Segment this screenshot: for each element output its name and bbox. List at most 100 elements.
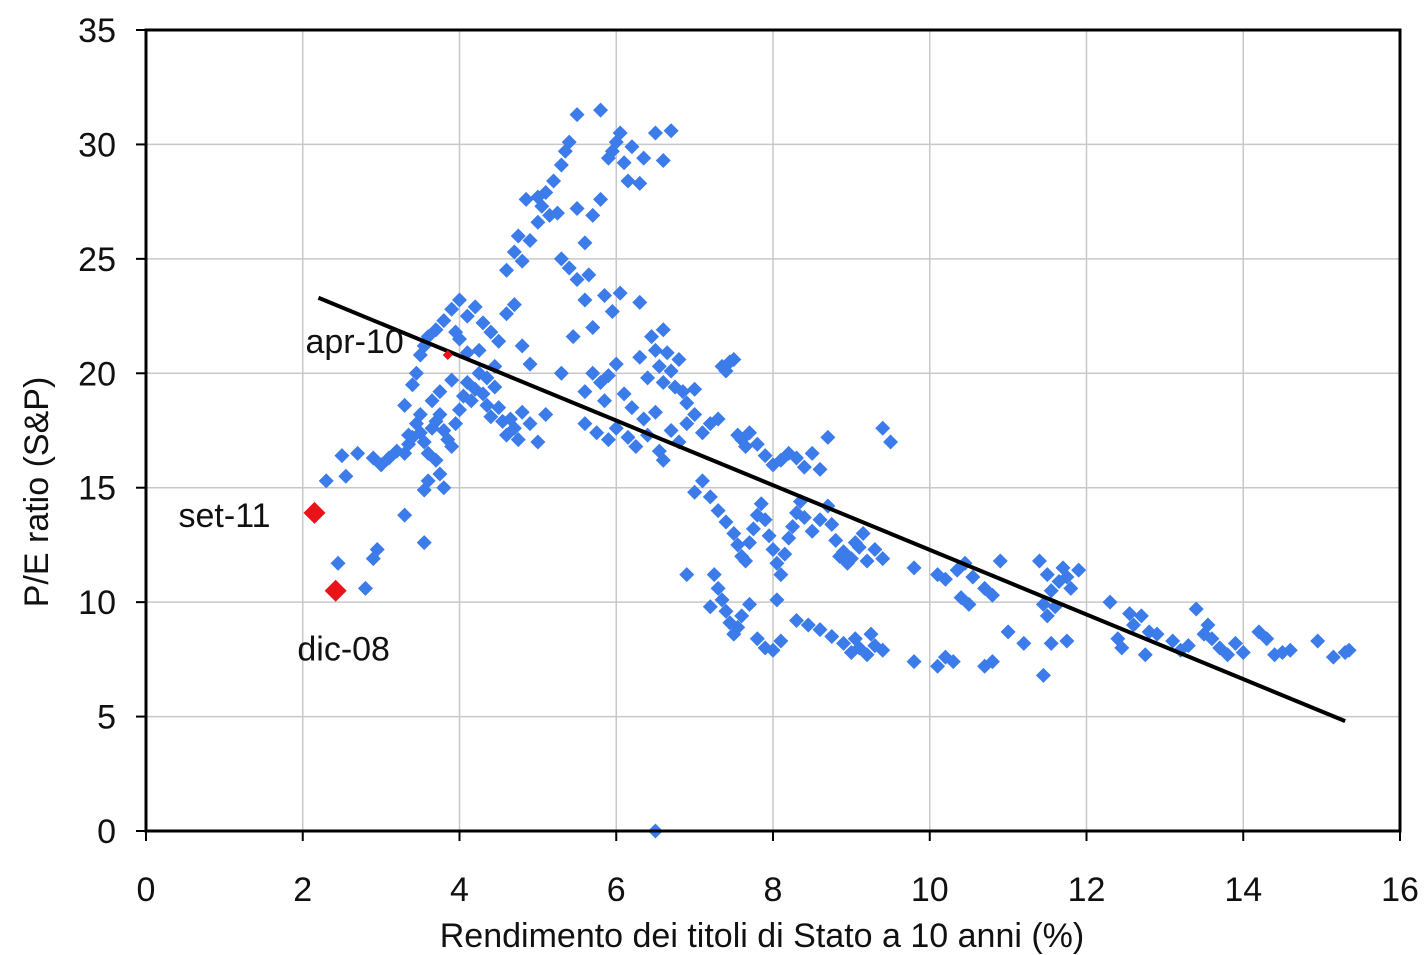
data-point <box>1137 647 1153 663</box>
data-point <box>452 292 467 308</box>
data-point <box>859 647 875 663</box>
data-point <box>436 313 452 329</box>
data-point <box>632 349 648 365</box>
x-tick-label: 4 <box>450 871 469 909</box>
data-point <box>553 365 569 381</box>
data-point <box>1259 631 1275 647</box>
data-point <box>585 207 601 223</box>
data-point <box>479 397 495 413</box>
data-point <box>444 439 460 455</box>
data-point <box>510 432 526 448</box>
data-point <box>624 139 640 155</box>
data-point <box>875 420 891 436</box>
highlight-point-dic-08 <box>324 579 347 602</box>
data-point <box>632 175 648 191</box>
x-tick-label: 2 <box>293 871 312 909</box>
data-point <box>734 608 750 624</box>
data-point <box>655 374 671 390</box>
data-point <box>522 356 538 372</box>
data-point <box>765 642 781 658</box>
data-point <box>522 233 538 249</box>
data-point <box>679 567 695 583</box>
data-point <box>1043 635 1059 651</box>
highlight-points <box>303 349 453 602</box>
data-point <box>585 365 601 381</box>
data-point <box>616 386 632 402</box>
data-point <box>475 315 491 331</box>
data-point <box>483 409 499 425</box>
data-point <box>1000 624 1016 640</box>
data-point <box>1043 583 1059 599</box>
data-point <box>1063 580 1079 596</box>
data-point <box>397 507 413 523</box>
data-point <box>781 530 797 546</box>
data-point <box>836 635 852 651</box>
data-point <box>467 299 483 315</box>
data-point <box>659 345 675 361</box>
x-tick-label: 16 <box>1381 871 1419 909</box>
data-point <box>663 123 679 139</box>
data-point <box>471 342 487 358</box>
data-point <box>765 542 781 558</box>
data-point <box>992 553 1008 569</box>
data-point <box>1227 635 1243 651</box>
data-point <box>1035 596 1051 612</box>
data-point <box>1102 594 1118 610</box>
data-point <box>628 439 644 455</box>
trendline <box>317 295 1346 723</box>
data-point <box>741 535 757 551</box>
data-point <box>741 596 757 612</box>
data-point <box>820 429 836 445</box>
data-point <box>647 125 663 141</box>
data-point <box>738 553 754 569</box>
data-point <box>428 322 444 338</box>
data-point <box>596 287 612 303</box>
x-axis-title: Rendimento dei titoli di Stato a 10 anni… <box>440 917 1084 955</box>
highlight-label-apr-10: apr-10 <box>305 323 403 361</box>
data-point <box>702 599 718 615</box>
data-point <box>1122 606 1138 622</box>
data-point <box>644 329 660 345</box>
data-point <box>1310 633 1326 649</box>
data-point <box>632 294 648 310</box>
data-point <box>789 612 805 628</box>
data-point <box>945 654 961 670</box>
data-point <box>604 303 620 319</box>
data-point <box>612 285 628 301</box>
y-tick-label: 0 <box>97 813 116 851</box>
data-point <box>1071 562 1087 578</box>
data-point <box>569 271 585 287</box>
data-point <box>404 377 420 393</box>
data-point <box>604 143 620 159</box>
data-point <box>710 411 726 427</box>
x-tick-label: 6 <box>607 871 626 909</box>
data-point <box>769 555 785 571</box>
y-tick-label: 15 <box>78 470 116 508</box>
data-point <box>593 102 609 118</box>
data-point <box>1200 617 1216 633</box>
data-point <box>745 521 761 537</box>
data-point <box>1149 626 1165 642</box>
data-point <box>432 466 448 482</box>
data-point <box>1220 647 1236 663</box>
data-point <box>475 386 491 402</box>
data-point <box>561 134 577 150</box>
data-point <box>640 370 656 386</box>
y-tick-label: 20 <box>78 355 116 393</box>
data-point <box>506 420 522 436</box>
data-point <box>553 157 569 173</box>
data-point <box>499 427 515 443</box>
data-point <box>663 363 679 379</box>
data-point <box>499 262 515 278</box>
data-point <box>714 592 730 608</box>
data-point <box>636 150 652 166</box>
data-point <box>444 301 460 317</box>
data-point <box>773 633 789 649</box>
data-point <box>448 416 464 432</box>
data-point <box>1180 638 1196 654</box>
data-point <box>875 642 891 658</box>
data-point <box>961 596 977 612</box>
data-point <box>506 244 522 260</box>
data-point <box>616 155 632 171</box>
x-tick-label: 14 <box>1224 871 1262 909</box>
